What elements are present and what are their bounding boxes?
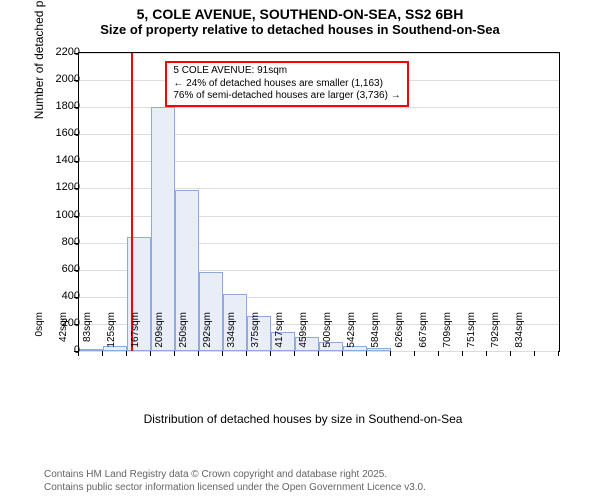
xtick-mark bbox=[438, 351, 439, 356]
xtick-label: 292sqm bbox=[202, 312, 213, 360]
xtick-mark bbox=[78, 351, 79, 356]
chart-title-line2: Size of property relative to detached ho… bbox=[0, 22, 600, 37]
property-marker-line bbox=[131, 53, 133, 351]
xtick-label: 375sqm bbox=[250, 312, 261, 360]
xtick-mark bbox=[414, 351, 415, 356]
ytick-label: 1800 bbox=[30, 100, 80, 112]
xtick-label: 42sqm bbox=[58, 312, 69, 360]
xtick-mark bbox=[318, 351, 319, 356]
xtick-mark bbox=[390, 351, 391, 356]
xtick-mark bbox=[462, 351, 463, 356]
xtick-mark bbox=[150, 351, 151, 356]
callout-line1: 5 COLE AVENUE: 91sqm bbox=[173, 65, 400, 78]
xtick-mark bbox=[486, 351, 487, 356]
xtick-mark bbox=[246, 351, 247, 356]
xtick-mark bbox=[102, 351, 103, 356]
xtick-mark bbox=[366, 351, 367, 356]
gridline bbox=[79, 53, 559, 54]
xtick-label: 0sqm bbox=[34, 312, 45, 360]
ytick-label: 600 bbox=[30, 263, 80, 275]
xtick-label: 709sqm bbox=[442, 312, 453, 360]
xtick-mark bbox=[126, 351, 127, 356]
xtick-label: 250sqm bbox=[178, 312, 189, 360]
xtick-mark bbox=[198, 351, 199, 356]
xtick-label: 459sqm bbox=[298, 312, 309, 360]
ytick-label: 1400 bbox=[30, 154, 80, 166]
property-callout: 5 COLE AVENUE: 91sqm← 24% of detached ho… bbox=[165, 61, 408, 107]
x-axis-label: Distribution of detached houses by size … bbox=[38, 412, 568, 426]
xtick-label: 417sqm bbox=[274, 312, 285, 360]
xtick-label: 334sqm bbox=[226, 312, 237, 360]
ytick-label: 800 bbox=[30, 236, 80, 248]
ytick-label: 2200 bbox=[30, 46, 80, 58]
callout-line3: 76% of semi-detached houses are larger (… bbox=[173, 90, 400, 103]
chart-title-line1: 5, COLE AVENUE, SOUTHEND-ON-SEA, SS2 6BH bbox=[0, 6, 600, 22]
xtick-mark bbox=[222, 351, 223, 356]
xtick-mark bbox=[174, 351, 175, 356]
ytick-label: 400 bbox=[30, 290, 80, 302]
ytick-label: 2000 bbox=[30, 73, 80, 85]
xtick-mark bbox=[534, 351, 535, 356]
xtick-label: 83sqm bbox=[82, 312, 93, 360]
plot-region: 5 COLE AVENUE: 91sqm← 24% of detached ho… bbox=[78, 52, 560, 352]
xtick-label: 626sqm bbox=[394, 312, 405, 360]
xtick-label: 584sqm bbox=[370, 312, 381, 360]
xtick-label: 209sqm bbox=[154, 312, 165, 360]
xtick-mark bbox=[294, 351, 295, 356]
xtick-mark bbox=[558, 351, 559, 356]
xtick-label: 792sqm bbox=[490, 312, 501, 360]
xtick-label: 667sqm bbox=[418, 312, 429, 360]
footer-line2: Contains public sector information licen… bbox=[44, 482, 426, 495]
ytick-label: 1000 bbox=[30, 209, 80, 221]
xtick-label: 125sqm bbox=[106, 312, 117, 360]
gridline bbox=[79, 351, 559, 352]
callout-line2: ← 24% of detached houses are smaller (1,… bbox=[173, 78, 400, 91]
footer-line1: Contains HM Land Registry data © Crown c… bbox=[44, 469, 426, 482]
xtick-label: 751sqm bbox=[466, 312, 477, 360]
xtick-mark bbox=[510, 351, 511, 356]
xtick-label: 834sqm bbox=[514, 312, 525, 360]
attribution-footer: Contains HM Land Registry data © Crown c… bbox=[44, 469, 426, 494]
xtick-label: 542sqm bbox=[346, 312, 357, 360]
ytick-label: 1600 bbox=[30, 127, 80, 139]
chart-area: Number of detached properties 5 COLE AVE… bbox=[38, 52, 568, 382]
xtick-mark bbox=[270, 351, 271, 356]
xtick-label: 500sqm bbox=[322, 312, 333, 360]
chart-title-block: 5, COLE AVENUE, SOUTHEND-ON-SEA, SS2 6BH… bbox=[0, 0, 600, 37]
xtick-label: 167sqm bbox=[130, 312, 141, 360]
xtick-mark bbox=[342, 351, 343, 356]
ytick-label: 1200 bbox=[30, 181, 80, 193]
